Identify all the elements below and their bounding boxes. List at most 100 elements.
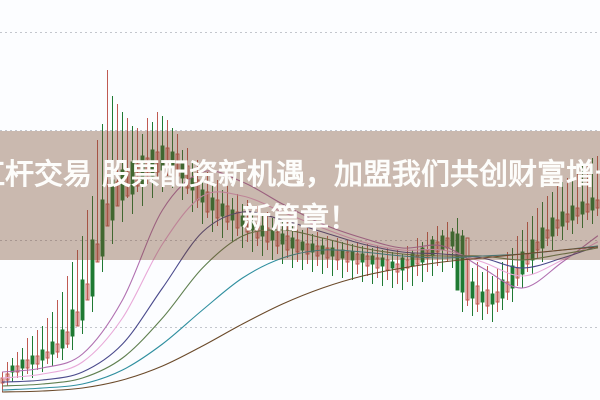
candle-body-bearish: [25, 359, 30, 369]
candle-body-bearish: [415, 255, 420, 265]
candle-body-bullish: [570, 205, 575, 221]
ma-line-ma120: [1, 246, 599, 393]
candle-body-bullish: [460, 235, 465, 293]
candle-body-bullish: [590, 197, 595, 211]
candle-body-bearish: [245, 217, 250, 233]
candle-body-bullish: [480, 291, 485, 303]
candle-body-bearish: [295, 239, 300, 253]
candle-body-bullish: [60, 329, 65, 349]
candle-body-bearish: [135, 163, 140, 187]
candle-body-bearish: [215, 199, 220, 219]
candle-body-bearish: [265, 227, 270, 243]
candle-body-bullish: [10, 365, 15, 373]
candle-body-bearish: [365, 255, 370, 267]
candle-body-bearish: [435, 241, 440, 253]
candle-body-bullish: [110, 179, 115, 221]
candle-body-bearish: [185, 165, 190, 189]
candle-body-bullish: [100, 199, 105, 257]
candle-body-bullish: [30, 355, 35, 365]
candle-body-bullish: [510, 265, 515, 289]
candle-body-bearish: [585, 203, 590, 213]
candle-body-bullish: [220, 203, 225, 217]
candle-body-bullish: [50, 341, 55, 355]
candle-body-bullish: [20, 359, 25, 369]
candle-body-bullish: [560, 211, 565, 227]
candle-body-bearish: [165, 147, 170, 169]
ma-line-ma5: [1, 170, 599, 373]
candle-body-bearish: [575, 207, 580, 217]
chart-gridlines: [0, 32, 600, 328]
candle-body-bearish: [145, 157, 150, 179]
candle-body-bullish: [280, 233, 285, 245]
candle-body-bullish: [400, 257, 405, 271]
candle-body-bullish: [130, 161, 135, 195]
candle-body-bearish: [155, 151, 160, 173]
candle-body-bearish: [65, 331, 70, 345]
candle-body-bullish: [330, 247, 335, 257]
candle-body-bearish: [175, 153, 180, 177]
candle-body-bearish: [385, 259, 390, 271]
candle-body-bullish: [250, 221, 255, 231]
candle-body-bullish: [520, 251, 525, 275]
candle-body-bullish: [410, 253, 415, 267]
candle-body-bearish: [235, 211, 240, 229]
candle-body-bearish: [405, 259, 410, 269]
candle-body-bullish: [240, 215, 245, 227]
candle-body-bearish: [45, 351, 50, 359]
candle-body-bearish: [35, 355, 40, 365]
candle-body-bullish: [160, 145, 165, 171]
candle-body-bullish: [580, 201, 585, 215]
candle-body-bearish: [305, 243, 310, 255]
candle-body-bullish: [310, 243, 315, 253]
candle-body-bullish: [350, 251, 355, 261]
candle-body-bullish: [500, 279, 505, 299]
chart-moving-averages: [1, 170, 599, 393]
candle-body-bearish: [95, 243, 100, 263]
candle-body-bullish: [180, 163, 185, 179]
candle-body-bearish: [375, 257, 380, 269]
candle-body-bearish: [555, 219, 560, 229]
candle-body-bearish: [205, 191, 210, 213]
candle-body-bullish: [150, 149, 155, 177]
candle-body-bullish: [270, 229, 275, 241]
ma-line-ma10: [1, 191, 599, 379]
candle-body-bullish: [120, 169, 125, 201]
ma-line-ma20: [1, 211, 599, 383]
candle-body-bearish: [325, 247, 330, 259]
candle-body-bullish: [470, 281, 475, 299]
candle-body-bearish: [495, 291, 500, 303]
candle-body-bullish: [40, 349, 45, 361]
candle-body-bearish: [505, 281, 510, 293]
candle-body-bearish: [15, 365, 20, 373]
candle-body-bearish: [75, 311, 80, 327]
candle-body-bullish: [370, 255, 375, 265]
candle-body-bullish: [550, 217, 555, 237]
candle-body-bullish: [455, 233, 460, 291]
candle-body-bearish: [115, 181, 120, 207]
candle-body-bullish: [190, 177, 195, 191]
candle-body-bullish: [360, 253, 365, 263]
candle-body-bearish: [535, 241, 540, 251]
ma-line-ma30: [1, 229, 599, 387]
candle-body-bullish: [290, 237, 295, 249]
candle-body-bearish: [465, 237, 470, 301]
candle-body-bearish: [125, 171, 130, 197]
candle-body-bullish: [70, 309, 75, 337]
candle-body-bullish: [90, 239, 95, 297]
candle-body-bearish: [285, 235, 290, 251]
candle-body-bullish: [140, 155, 145, 185]
candle-body-bullish: [490, 293, 495, 305]
candle-body-bullish: [300, 241, 305, 251]
candle-body-bearish: [595, 199, 600, 209]
candle-body-bearish: [85, 283, 90, 301]
candle-body-bullish: [80, 279, 85, 321]
candle-body-bullish: [340, 249, 345, 259]
candle-body-bullish: [170, 151, 175, 167]
candle-body-bullish: [380, 257, 385, 267]
candle-body-bullish: [440, 235, 445, 251]
candle-body-bearish: [395, 263, 400, 273]
candle-body-bearish: [545, 229, 550, 239]
